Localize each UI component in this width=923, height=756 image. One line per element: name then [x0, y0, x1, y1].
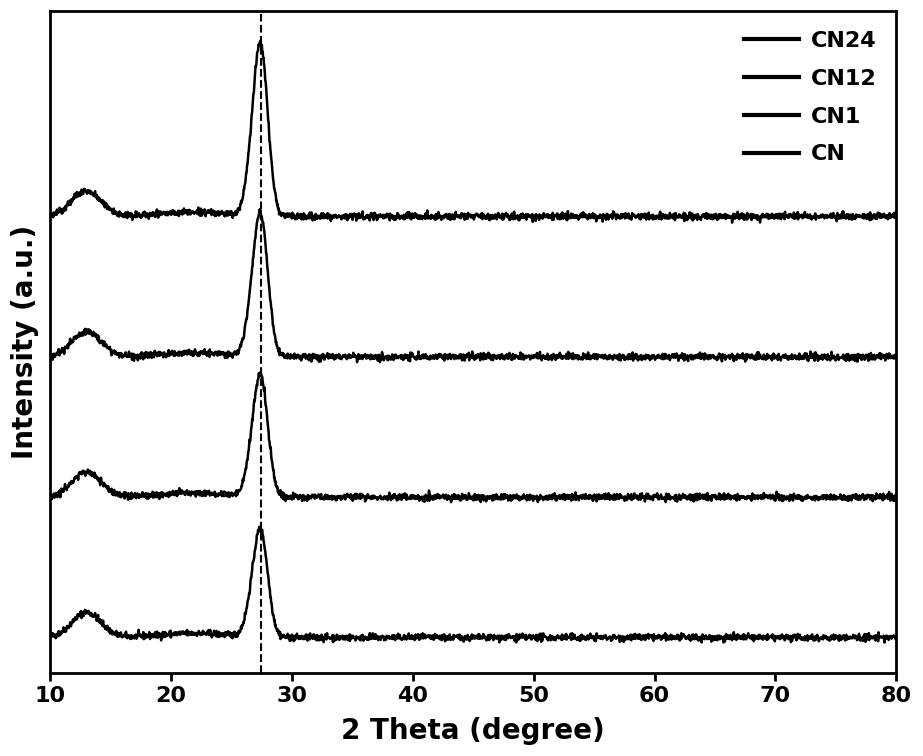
CN1 [867, 494, 878, 503]
CN24 [457, 210, 468, 219]
Line: CN: CN [50, 527, 896, 643]
CN [434, 631, 445, 640]
Line: CN12: CN12 [50, 209, 896, 362]
CN12 [867, 352, 878, 361]
CN12 [375, 358, 386, 367]
CN24 [255, 36, 266, 45]
CN [867, 633, 878, 642]
CN1 [254, 368, 265, 377]
CN [88, 611, 99, 620]
CN12 [891, 355, 902, 364]
CN [867, 634, 878, 643]
Legend: CN24, CN12, CN1, CN: CN24, CN12, CN1, CN [735, 22, 885, 173]
CN [457, 634, 468, 643]
X-axis label: 2 Theta (degree): 2 Theta (degree) [342, 717, 605, 745]
CN24 [712, 214, 723, 223]
CN1 [434, 494, 445, 503]
CN24 [44, 212, 55, 222]
CN1 [457, 491, 468, 500]
CN1 [44, 493, 55, 502]
CN12 [435, 352, 446, 361]
CN1 [867, 497, 878, 506]
Y-axis label: Intensity (a.u.): Intensity (a.u.) [11, 225, 39, 459]
CN1 [446, 497, 457, 507]
CN24 [88, 191, 99, 200]
CN24 [867, 214, 878, 223]
CN12 [867, 355, 878, 364]
CN [891, 634, 902, 643]
CN1 [891, 492, 902, 501]
CN1 [88, 472, 99, 481]
CN [44, 631, 55, 640]
CN [254, 522, 265, 531]
CN12 [88, 327, 99, 336]
CN24 [867, 211, 878, 220]
CN24 [726, 218, 737, 227]
CN12 [254, 205, 265, 214]
Line: CN1: CN1 [50, 373, 896, 502]
CN1 [712, 494, 723, 503]
Line: CN24: CN24 [50, 41, 896, 222]
CN12 [712, 353, 723, 362]
CN24 [434, 212, 445, 221]
CN24 [891, 209, 902, 218]
CN12 [457, 355, 468, 364]
CN [879, 638, 890, 647]
CN12 [44, 352, 55, 361]
CN [712, 633, 723, 642]
